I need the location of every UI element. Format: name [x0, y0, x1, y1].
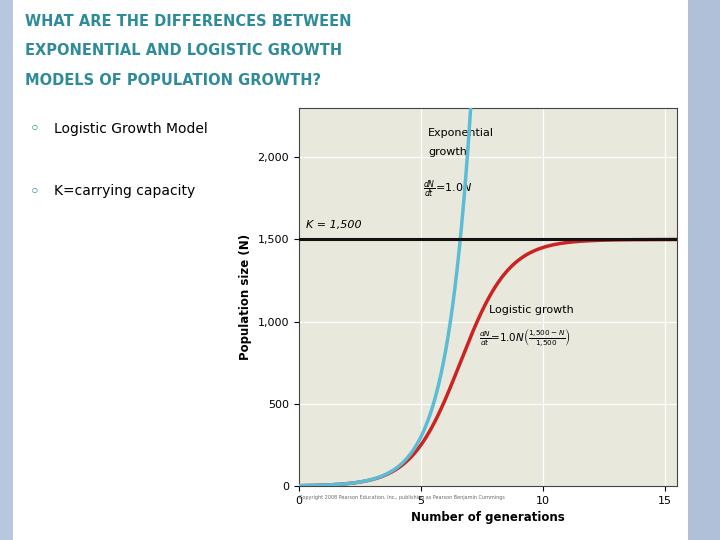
Text: WHAT ARE THE DIFFERENCES BETWEEN: WHAT ARE THE DIFFERENCES BETWEEN [25, 14, 351, 29]
Text: growth: growth [428, 147, 467, 158]
Text: EXPONENTIAL AND LOGISTIC GROWTH: EXPONENTIAL AND LOGISTIC GROWTH [25, 43, 342, 58]
Text: Copyright 2008 Pearson Education, Inc., publishing as Pearson Benjamin Cummings: Copyright 2008 Pearson Education, Inc., … [299, 496, 505, 501]
Text: Logistic growth: Logistic growth [489, 305, 574, 315]
Text: ◦: ◦ [30, 184, 40, 199]
X-axis label: Number of generations: Number of generations [411, 511, 564, 524]
Text: Logistic Growth Model: Logistic Growth Model [54, 122, 208, 136]
Text: MODELS OF POPULATION GROWTH?: MODELS OF POPULATION GROWTH? [25, 73, 321, 88]
Text: $\frac{dN}{dt}$=1.0$N$: $\frac{dN}{dt}$=1.0$N$ [423, 179, 472, 200]
Text: $\frac{dN}{dt}$=1.0$N$$\left(\frac{1{,}500-N}{1{,}500}\right)$: $\frac{dN}{dt}$=1.0$N$$\left(\frac{1{,}5… [480, 327, 571, 349]
Text: K=carrying capacity: K=carrying capacity [54, 184, 195, 198]
Text: ◦: ◦ [30, 122, 40, 137]
Text: Exponential: Exponential [428, 128, 494, 138]
Y-axis label: Population size (N): Population size (N) [239, 234, 252, 360]
Text: K = 1,500: K = 1,500 [306, 220, 361, 229]
